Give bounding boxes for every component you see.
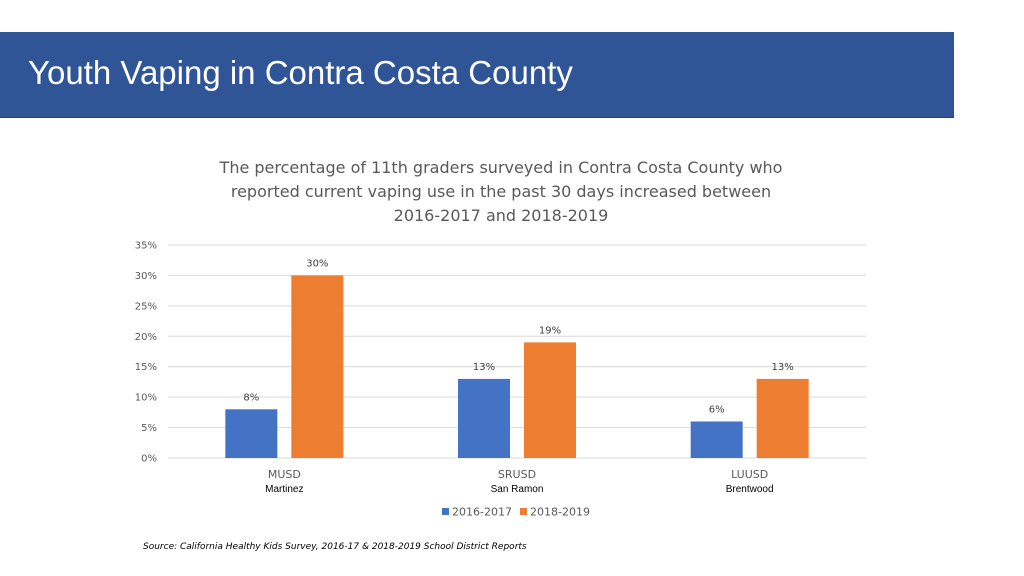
chart-title-line-3: 2016-2017 and 2018-2019	[393, 206, 609, 225]
data-label: 19%	[539, 325, 561, 336]
legend-label: 2016-2017	[452, 506, 512, 519]
y-tick-label: 0%	[141, 454, 157, 465]
y-tick-label: 20%	[135, 332, 157, 343]
y-axis-ticks: 0% 5% 10% 15% 20% 25% 30% 35%	[135, 241, 157, 465]
legend: 2016-2017 2018-2019	[442, 506, 590, 519]
category-sublabel: Martinez	[265, 484, 303, 495]
y-tick-label: 25%	[135, 301, 157, 312]
data-label: 6%	[709, 404, 725, 415]
y-tick-label: 15%	[135, 362, 157, 373]
bar-2016-2017	[458, 378, 510, 458]
bar-2018-2019	[524, 342, 576, 458]
category-label: SRUSD	[498, 468, 536, 481]
y-tick-label: 35%	[135, 241, 157, 252]
slide-title: Youth Vaping in Contra Costa County	[28, 54, 573, 91]
bar-2018-2019	[291, 275, 344, 458]
bar-2018-2019	[756, 378, 809, 458]
bar-2016-2017	[690, 421, 743, 458]
category-label: MUSD	[268, 468, 301, 481]
category-label: LUUSD	[731, 468, 768, 481]
data-label: 13%	[772, 362, 794, 373]
y-tick-label: 5%	[141, 423, 157, 434]
chart-title: The percentage of 11th graders surveyed …	[196, 156, 806, 228]
gridlines	[168, 244, 866, 459]
data-label: 13%	[473, 362, 495, 373]
legend-swatch-2018-2019	[520, 508, 527, 515]
legend-label: 2018-2019	[530, 506, 590, 519]
y-tick-label: 30%	[135, 271, 157, 282]
data-label: 8%	[243, 392, 259, 403]
category-sublabel: Brentwood	[726, 484, 774, 495]
legend-swatch-2016-2017	[442, 508, 449, 515]
bar-2016-2017	[225, 409, 278, 458]
bars: 8% 30% 13% 19% 6% 13%	[225, 258, 809, 458]
chart-title-line-2: reported current vaping use in the past …	[230, 182, 772, 201]
data-label: 30%	[306, 258, 328, 269]
y-tick-label: 10%	[135, 393, 157, 404]
title-banner: Youth Vaping in Contra Costa County	[0, 32, 954, 118]
category-sublabel: San Ramon	[491, 484, 544, 495]
chart-title-line-1: The percentage of 11th graders surveyed …	[219, 158, 783, 177]
x-axis-categories: MUSD Martinez SRUSD San Ramon LUUSD Brentwood	[265, 468, 773, 495]
source-note: Source: California Healthy Kids Survey, …	[143, 542, 527, 552]
